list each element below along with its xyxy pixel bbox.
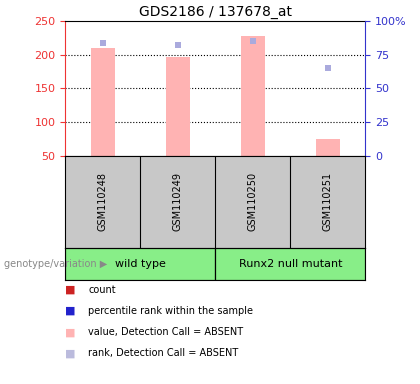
Bar [65,248,215,280]
Text: wild type: wild type [115,259,165,269]
Bar [166,58,190,156]
Text: ■: ■ [65,285,76,295]
Text: rank, Detection Call = ABSENT: rank, Detection Call = ABSENT [88,348,239,358]
Text: ■: ■ [65,348,76,358]
Bar [316,139,340,156]
Title: GDS2186 / 137678_at: GDS2186 / 137678_at [139,5,292,19]
Text: percentile rank within the sample: percentile rank within the sample [88,306,253,316]
Bar [241,36,265,156]
Text: GSM110249: GSM110249 [173,172,183,231]
Text: GSM110251: GSM110251 [323,172,333,231]
Text: GSM110250: GSM110250 [248,172,258,231]
Text: ■: ■ [65,306,76,316]
Bar [91,48,115,156]
Text: genotype/variation ▶: genotype/variation ▶ [4,259,108,269]
Text: Runx2 null mutant: Runx2 null mutant [239,259,342,269]
Text: ■: ■ [65,327,76,337]
Bar [215,248,365,280]
Text: count: count [88,285,116,295]
Text: GSM110248: GSM110248 [97,172,108,231]
Text: value, Detection Call = ABSENT: value, Detection Call = ABSENT [88,327,243,337]
